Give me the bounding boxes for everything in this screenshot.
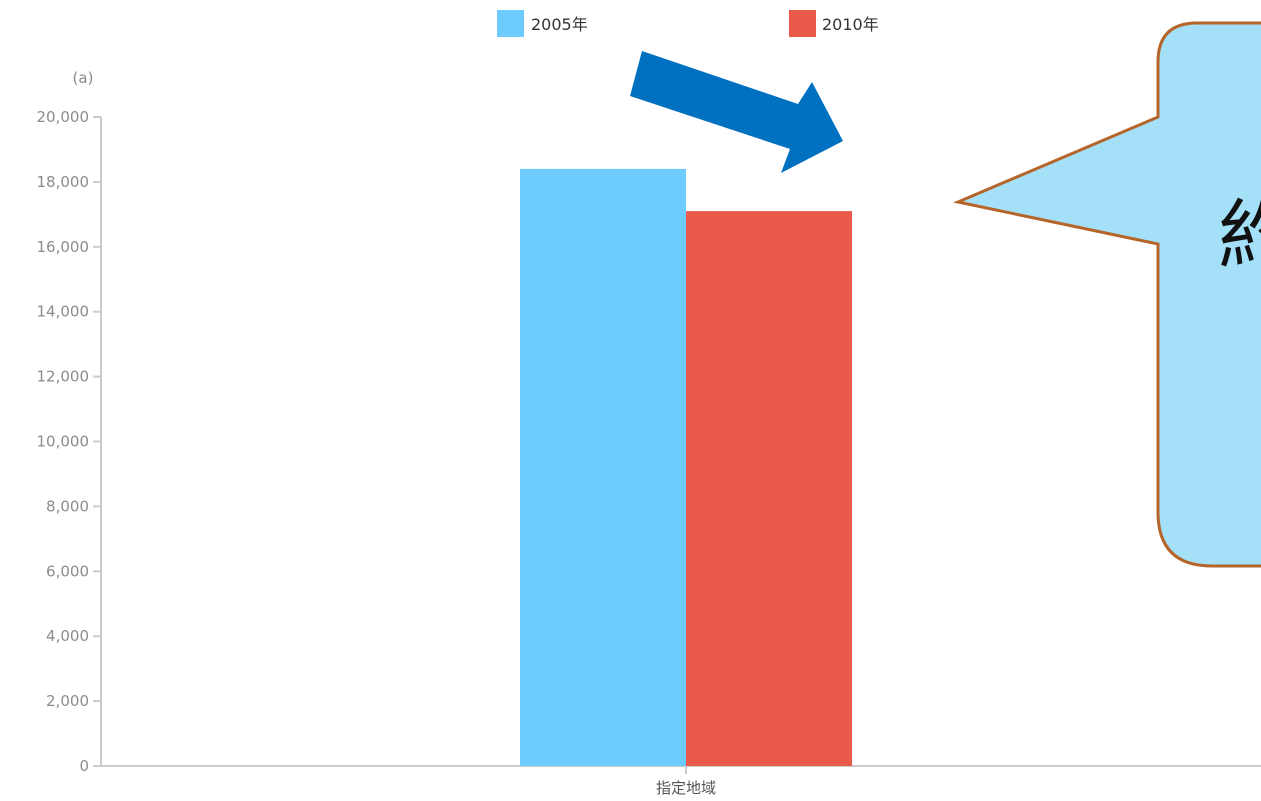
y-tick-label: 18,000 [37,173,90,191]
arrow-down-right-icon [630,51,843,173]
y-tick-label: 6,000 [46,562,89,580]
y-tick-label: 10,000 [37,433,90,451]
bar-2005年 [520,168,686,767]
y-tick-label: 0 [79,757,89,775]
y-tick-label: 2,000 [46,692,89,710]
bar-group [520,168,852,767]
y-tick-label: 16,000 [37,238,90,256]
y-tick-label: 14,000 [37,303,90,321]
x-category-label: 指定地域 [656,779,716,797]
y-tick-label: 4,000 [46,627,89,645]
legend-swatch-2005 [497,10,524,37]
legend-label-2005: 2005年 [531,15,588,34]
y-axis-unit-label: (a) [73,69,94,87]
legend-item: 2005年 [497,10,588,37]
callout-text: 約 [1218,191,1261,280]
bar-2010年 [686,211,852,767]
legend-item: 2010年 [789,10,879,37]
x-axis-ticks: 指定地域 [656,766,716,797]
callout-bubble [953,21,1261,568]
y-tick-label: 8,000 [46,497,89,515]
y-axis-ticks: 0 2,000 4,000 6,000 8,000 10,000 12,000 14,000 1… [37,108,101,775]
y-tick-label: 12,000 [37,368,90,386]
legend-label-2010: 2010年 [822,15,879,34]
y-tick-label: 20,000 [37,108,90,126]
legend: 2005年 2010年 [497,10,879,37]
legend-swatch-2010 [789,10,816,37]
